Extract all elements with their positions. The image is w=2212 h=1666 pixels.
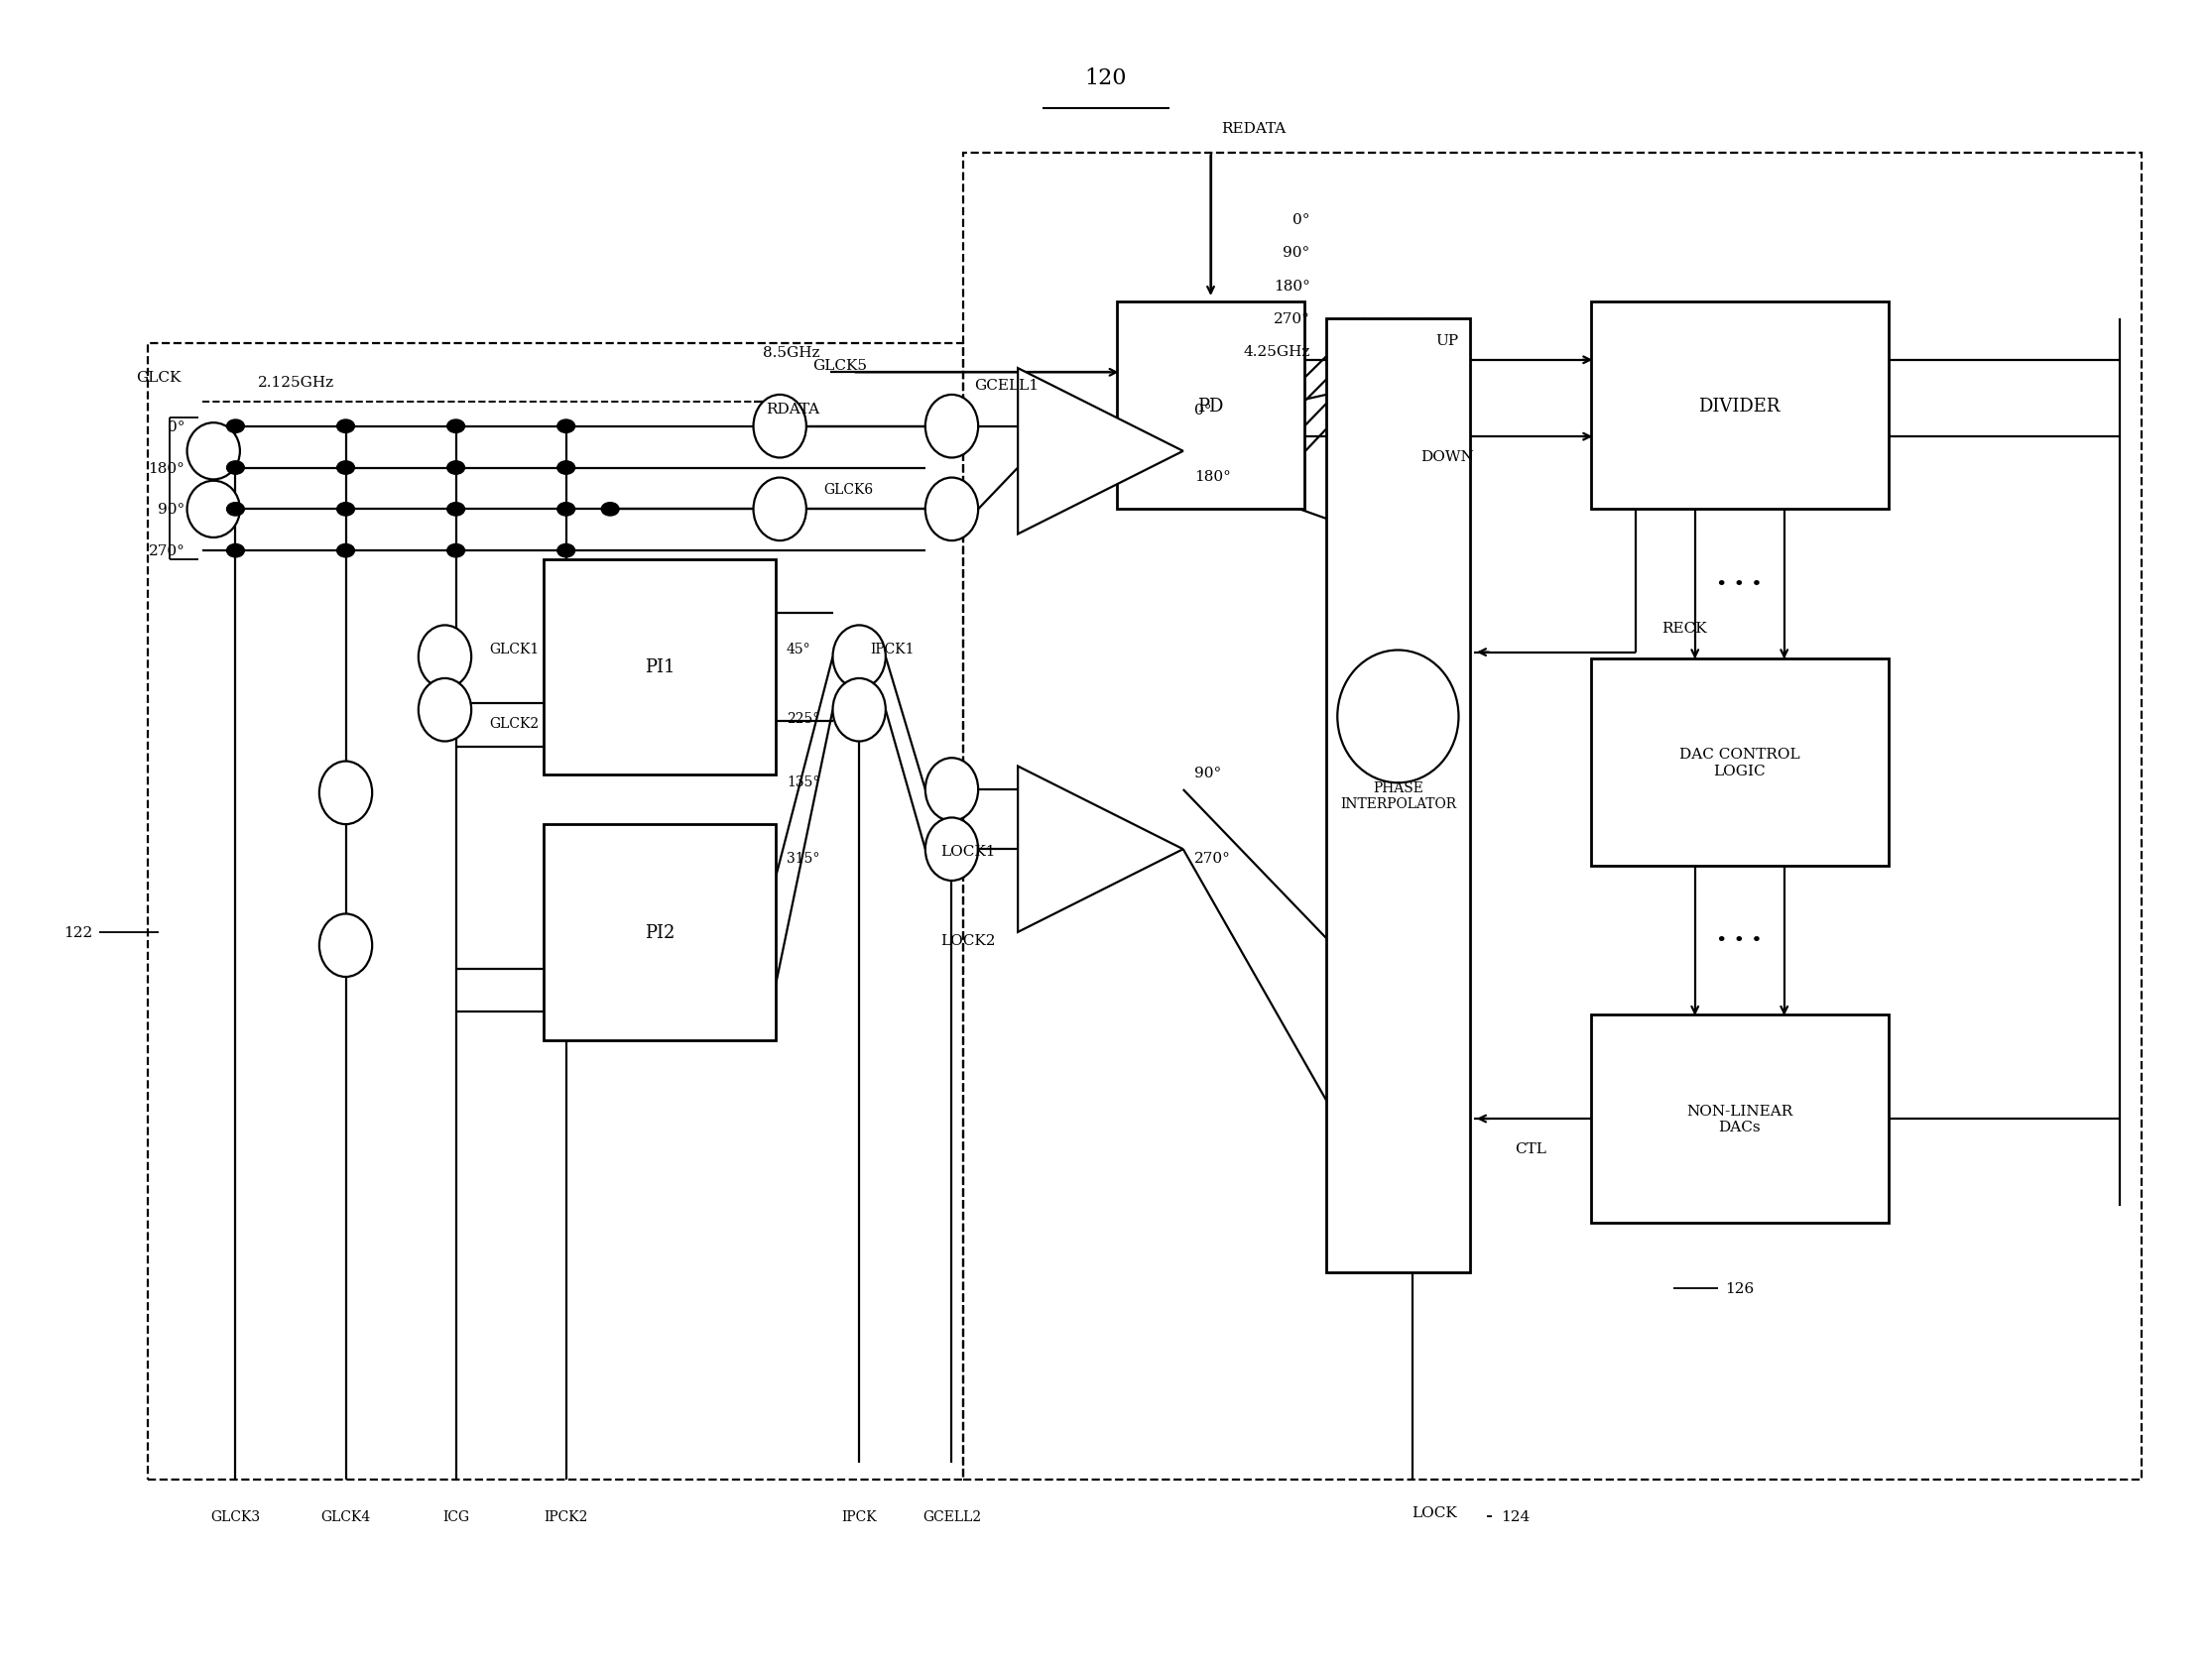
Ellipse shape [754,478,807,541]
Ellipse shape [925,395,978,458]
Circle shape [226,420,243,433]
Text: 124: 124 [1500,1509,1528,1523]
Text: 135°: 135° [787,775,821,788]
Ellipse shape [319,761,372,825]
Text: 270°: 270° [1194,851,1230,865]
Ellipse shape [188,481,239,538]
Bar [544,560,776,775]
Circle shape [336,461,354,475]
Bar [962,153,2141,1479]
Text: GLCK1: GLCK1 [489,641,540,656]
Ellipse shape [832,626,885,688]
Text: 0°: 0° [1292,213,1310,227]
Text: 0°: 0° [168,420,186,433]
Bar [544,825,776,1040]
Text: 180°: 180° [1274,278,1310,293]
Polygon shape [1018,368,1183,535]
Text: GLCK6: GLCK6 [823,483,874,496]
Text: 225°: 225° [787,711,818,726]
Text: GLCK: GLCK [137,370,181,385]
Text: LOCK1: LOCK1 [940,845,995,858]
Text: 180°: 180° [1194,470,1230,483]
Text: 120: 120 [1084,68,1128,90]
Text: DOWN: DOWN [1420,450,1473,465]
Ellipse shape [832,678,885,741]
Text: 270°: 270° [1274,312,1310,327]
Text: IPCK2: IPCK2 [544,1509,588,1523]
Text: UP: UP [1436,333,1460,348]
Bar [1590,1015,1889,1223]
Circle shape [557,545,575,558]
Text: LOCK2: LOCK2 [940,935,995,948]
Circle shape [557,461,575,475]
Text: GLCK4: GLCK4 [321,1509,372,1523]
Text: GLCK3: GLCK3 [210,1509,261,1523]
Text: • • •: • • • [1717,931,1763,950]
Bar [148,343,962,1479]
Circle shape [557,503,575,516]
Text: 90°: 90° [1283,247,1310,260]
Ellipse shape [754,395,807,458]
Text: 315°: 315° [787,851,821,865]
Text: DAC CONTROL
LOGIC: DAC CONTROL LOGIC [1679,748,1801,778]
Text: PI1: PI1 [644,658,675,676]
Circle shape [557,420,575,433]
Circle shape [447,503,465,516]
Bar [1590,303,1889,510]
Polygon shape [1018,766,1183,933]
Ellipse shape [188,423,239,480]
Ellipse shape [925,758,978,821]
Text: 8.5GHz: 8.5GHz [763,347,818,360]
Text: GCELL2: GCELL2 [922,1509,982,1523]
Text: PHASE
INTERPOLATOR: PHASE INTERPOLATOR [1340,781,1455,811]
Circle shape [336,503,354,516]
Circle shape [447,545,465,558]
Text: GCELL1: GCELL1 [973,378,1037,393]
Text: 180°: 180° [148,461,186,475]
Ellipse shape [925,818,978,881]
Ellipse shape [319,915,372,978]
Circle shape [226,461,243,475]
Circle shape [447,420,465,433]
Text: RDATA: RDATA [765,403,818,416]
Ellipse shape [418,678,471,741]
Bar [1117,303,1305,510]
Text: 126: 126 [1725,1281,1754,1296]
Text: 0°: 0° [1194,403,1212,416]
Circle shape [447,461,465,475]
Text: PD: PD [1197,397,1223,415]
Circle shape [336,420,354,433]
Text: • • •: • • • [1717,575,1763,593]
Text: 90°: 90° [157,503,186,516]
Text: PI2: PI2 [644,923,675,941]
Circle shape [226,503,243,516]
Text: 90°: 90° [1194,766,1221,780]
Text: IPCK1: IPCK1 [869,641,914,656]
Ellipse shape [925,478,978,541]
Bar [1590,660,1889,866]
Text: GLCK2: GLCK2 [489,716,540,730]
Text: ICG: ICG [442,1509,469,1523]
Text: 45°: 45° [787,641,812,656]
Text: 2.125GHz: 2.125GHz [257,375,334,390]
Circle shape [602,503,619,516]
Text: LOCK: LOCK [1411,1506,1458,1519]
Text: GLCK5: GLCK5 [812,358,867,373]
Text: 122: 122 [64,926,93,940]
Text: IPCK: IPCK [841,1509,876,1523]
Circle shape [226,545,243,558]
Ellipse shape [418,626,471,688]
Bar [1327,320,1469,1273]
Text: 270°: 270° [148,545,186,558]
Ellipse shape [1338,651,1458,783]
Text: NON-LINEAR
DACs: NON-LINEAR DACs [1686,1105,1792,1135]
Circle shape [336,545,354,558]
Text: CTL: CTL [1515,1141,1546,1156]
Text: REDATA: REDATA [1221,122,1287,135]
Text: RECK: RECK [1661,621,1708,635]
Text: 4.25GHz: 4.25GHz [1243,345,1310,360]
Text: DIVIDER: DIVIDER [1699,397,1781,415]
